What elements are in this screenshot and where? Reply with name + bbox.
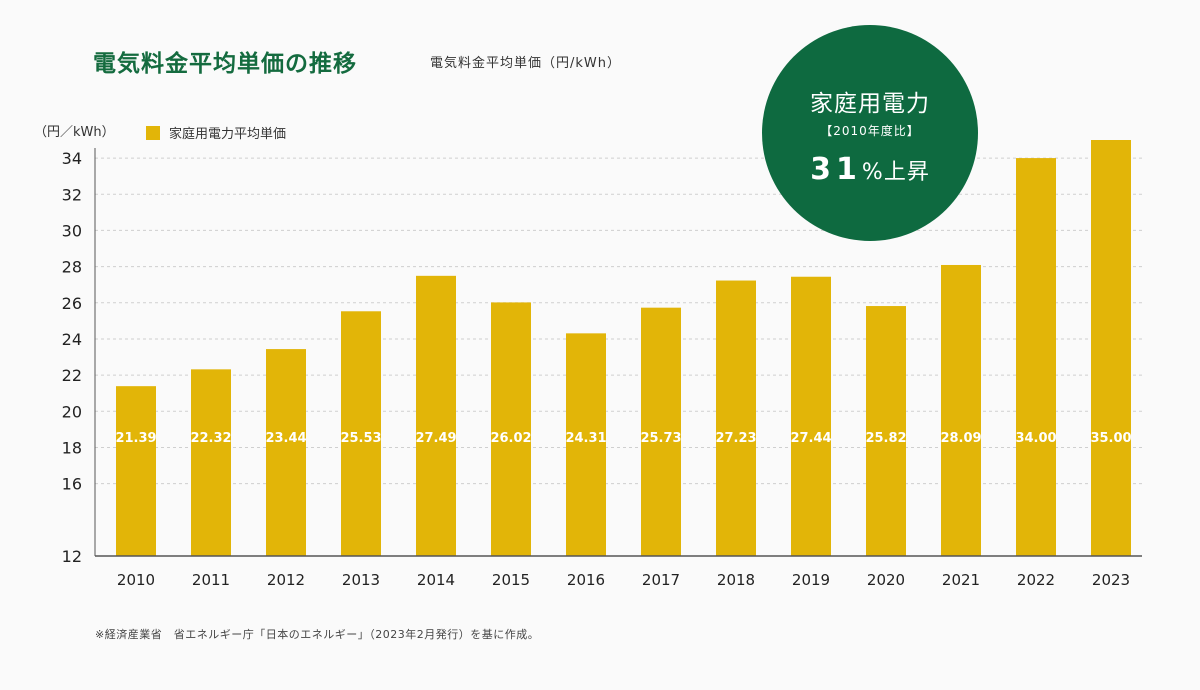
bar	[191, 369, 231, 556]
x-tick-label: 2011	[192, 571, 230, 589]
chart-title: 電気料金平均単価の推移	[93, 51, 357, 77]
x-tick-labels: 2010 2011 2012 2013 2014 2015 2016 2017 2018 2019…	[117, 571, 1130, 589]
y-tick-label: 18	[62, 438, 82, 457]
bar	[641, 307, 681, 556]
bar-value-label: 27.49	[415, 431, 456, 446]
bar	[116, 386, 156, 556]
y-tick-label: 24	[62, 330, 82, 349]
y-tick-label: 26	[62, 294, 82, 313]
x-tick-label: 2018	[717, 571, 755, 589]
x-tick-label: 2021	[942, 571, 980, 589]
bar-value-label: 21.39	[115, 431, 156, 446]
x-tick-label: 2023	[1092, 571, 1130, 589]
bar	[491, 302, 531, 556]
legend-swatch	[146, 126, 160, 140]
badge-value-number: 31	[810, 152, 862, 187]
bar-value-label: 28.09	[940, 431, 981, 446]
increase-badge: 家庭用電力 【2010年度比】 31%上昇	[762, 25, 978, 241]
y-axis-label: （円／kWh）	[34, 125, 115, 140]
bar	[566, 333, 606, 556]
x-tick-label: 2022	[1017, 571, 1055, 589]
bar	[866, 306, 906, 556]
bar	[416, 275, 456, 556]
y-tick-label: 22	[62, 366, 82, 385]
y-tick-label: 16	[62, 475, 82, 494]
bar-value-label: 35.00	[1090, 431, 1131, 446]
bars: 21.39 22.32 23.44 25.53 27.49 26.02 24.31 25.73…	[115, 140, 1132, 556]
bar-value-label: 22.32	[190, 431, 231, 446]
x-tick-label: 2014	[417, 571, 455, 589]
chart-subtitle: 電気料金平均単価（円/kWh）	[430, 56, 622, 71]
badge-title: 家庭用電力	[810, 91, 930, 117]
y-tick-label: 28	[62, 258, 82, 277]
bar-value-label: 25.73	[640, 431, 681, 446]
y-tick-label: 34	[62, 149, 82, 168]
badge-subtitle: 【2010年度比】	[820, 124, 920, 138]
y-tick-labels: 12 16 18 20 22 24 26 28 30 32 34	[62, 149, 82, 566]
bar	[341, 311, 381, 556]
bar-value-label: 25.82	[865, 431, 906, 446]
bar-value-label: 27.44	[790, 431, 831, 446]
x-tick-label: 2010	[117, 571, 155, 589]
x-tick-label: 2016	[567, 571, 605, 589]
badge-value: 31%上昇	[762, 152, 978, 187]
bar-value-label: 24.31	[565, 431, 606, 446]
source-footnote: ※経済産業省 省エネルギー庁「日本のエネルギー」（2023年2月発行）を基に作成…	[95, 628, 540, 641]
y-tick-label: 32	[62, 185, 82, 204]
bar	[716, 280, 756, 556]
bar	[266, 349, 306, 556]
bar	[1091, 140, 1131, 556]
x-tick-label: 2020	[867, 571, 905, 589]
bar	[941, 264, 981, 556]
x-tick-label: 2013	[342, 571, 380, 589]
y-tick-label: 20	[62, 402, 82, 421]
bar	[1016, 158, 1056, 556]
x-tick-label: 2019	[792, 571, 830, 589]
x-tick-label: 2015	[492, 571, 530, 589]
grid-lines	[95, 157, 1142, 485]
bar-value-label: 27.23	[715, 431, 756, 446]
bar	[791, 276, 831, 556]
bar-value-label: 34.00	[1015, 431, 1056, 446]
y-tick-label: 12	[62, 547, 82, 566]
bar-value-label: 23.44	[265, 431, 306, 446]
badge-value-suffix: %上昇	[861, 160, 930, 185]
x-tick-label: 2012	[267, 571, 305, 589]
y-tick-label: 30	[62, 221, 82, 240]
bar-value-label: 25.53	[340, 431, 381, 446]
legend-label: 家庭用電力平均単価	[169, 126, 286, 142]
bar-value-label: 26.02	[490, 431, 531, 446]
x-tick-label: 2017	[642, 571, 680, 589]
